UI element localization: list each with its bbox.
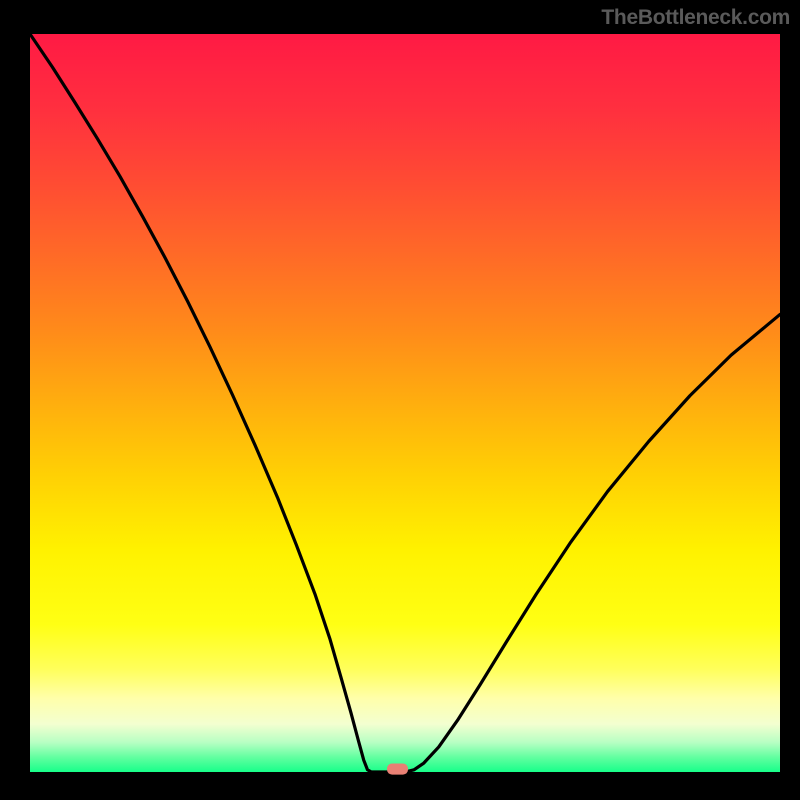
chart-container: TheBottleneck.com [0,0,800,800]
bottleneck-chart [0,0,800,800]
optimum-marker [387,764,408,775]
watermark-text: TheBottleneck.com [601,6,790,30]
plot-background [30,34,780,772]
